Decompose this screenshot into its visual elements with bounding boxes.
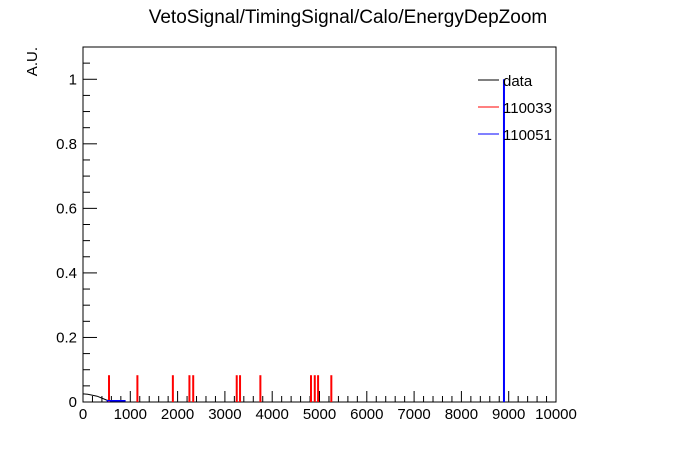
y-tick-label: 1 [69,71,77,88]
plot-area [82,46,557,403]
x-tick-label: 8000 [445,406,478,423]
x-tick-label: 2000 [161,406,194,423]
axis-ticks: 0 1000 2000 3000 4000 5000 6000 7000 8000 9000 100… [56,62,577,423]
y-axis-label: A.U. [24,47,41,76]
legend: data 110033 110051 [478,73,552,144]
series-layer [82,79,505,403]
legend-label-110033: 110033 [503,100,552,117]
legend-label-data: data [503,73,533,90]
y-tick-label: 0.6 [56,200,77,217]
legend-label-110051: 110051 [503,127,552,144]
plot-frame [82,46,557,403]
x-tick-label: 0 [79,406,87,423]
x-tick-label: 7000 [397,406,430,423]
x-tick-label: 6000 [350,406,383,423]
y-tick-label: 0.4 [56,265,77,282]
y-tick-label: 0.2 [56,329,77,346]
x-tick-label: 9000 [492,406,525,423]
x-tick-label: 10000 [535,406,577,423]
y-tick-label: 0.8 [56,136,77,153]
y-tick-label: 0 [69,394,77,411]
chart-title: VetoSignal/TimingSignal/Calo/EnergyDepZo… [149,7,548,28]
series-data-line [82,393,126,403]
x-tick-label: 5000 [303,406,336,423]
x-tick-label: 1000 [114,406,147,423]
x-tick-label: 3000 [208,406,241,423]
x-tick-label: 4000 [256,406,289,423]
